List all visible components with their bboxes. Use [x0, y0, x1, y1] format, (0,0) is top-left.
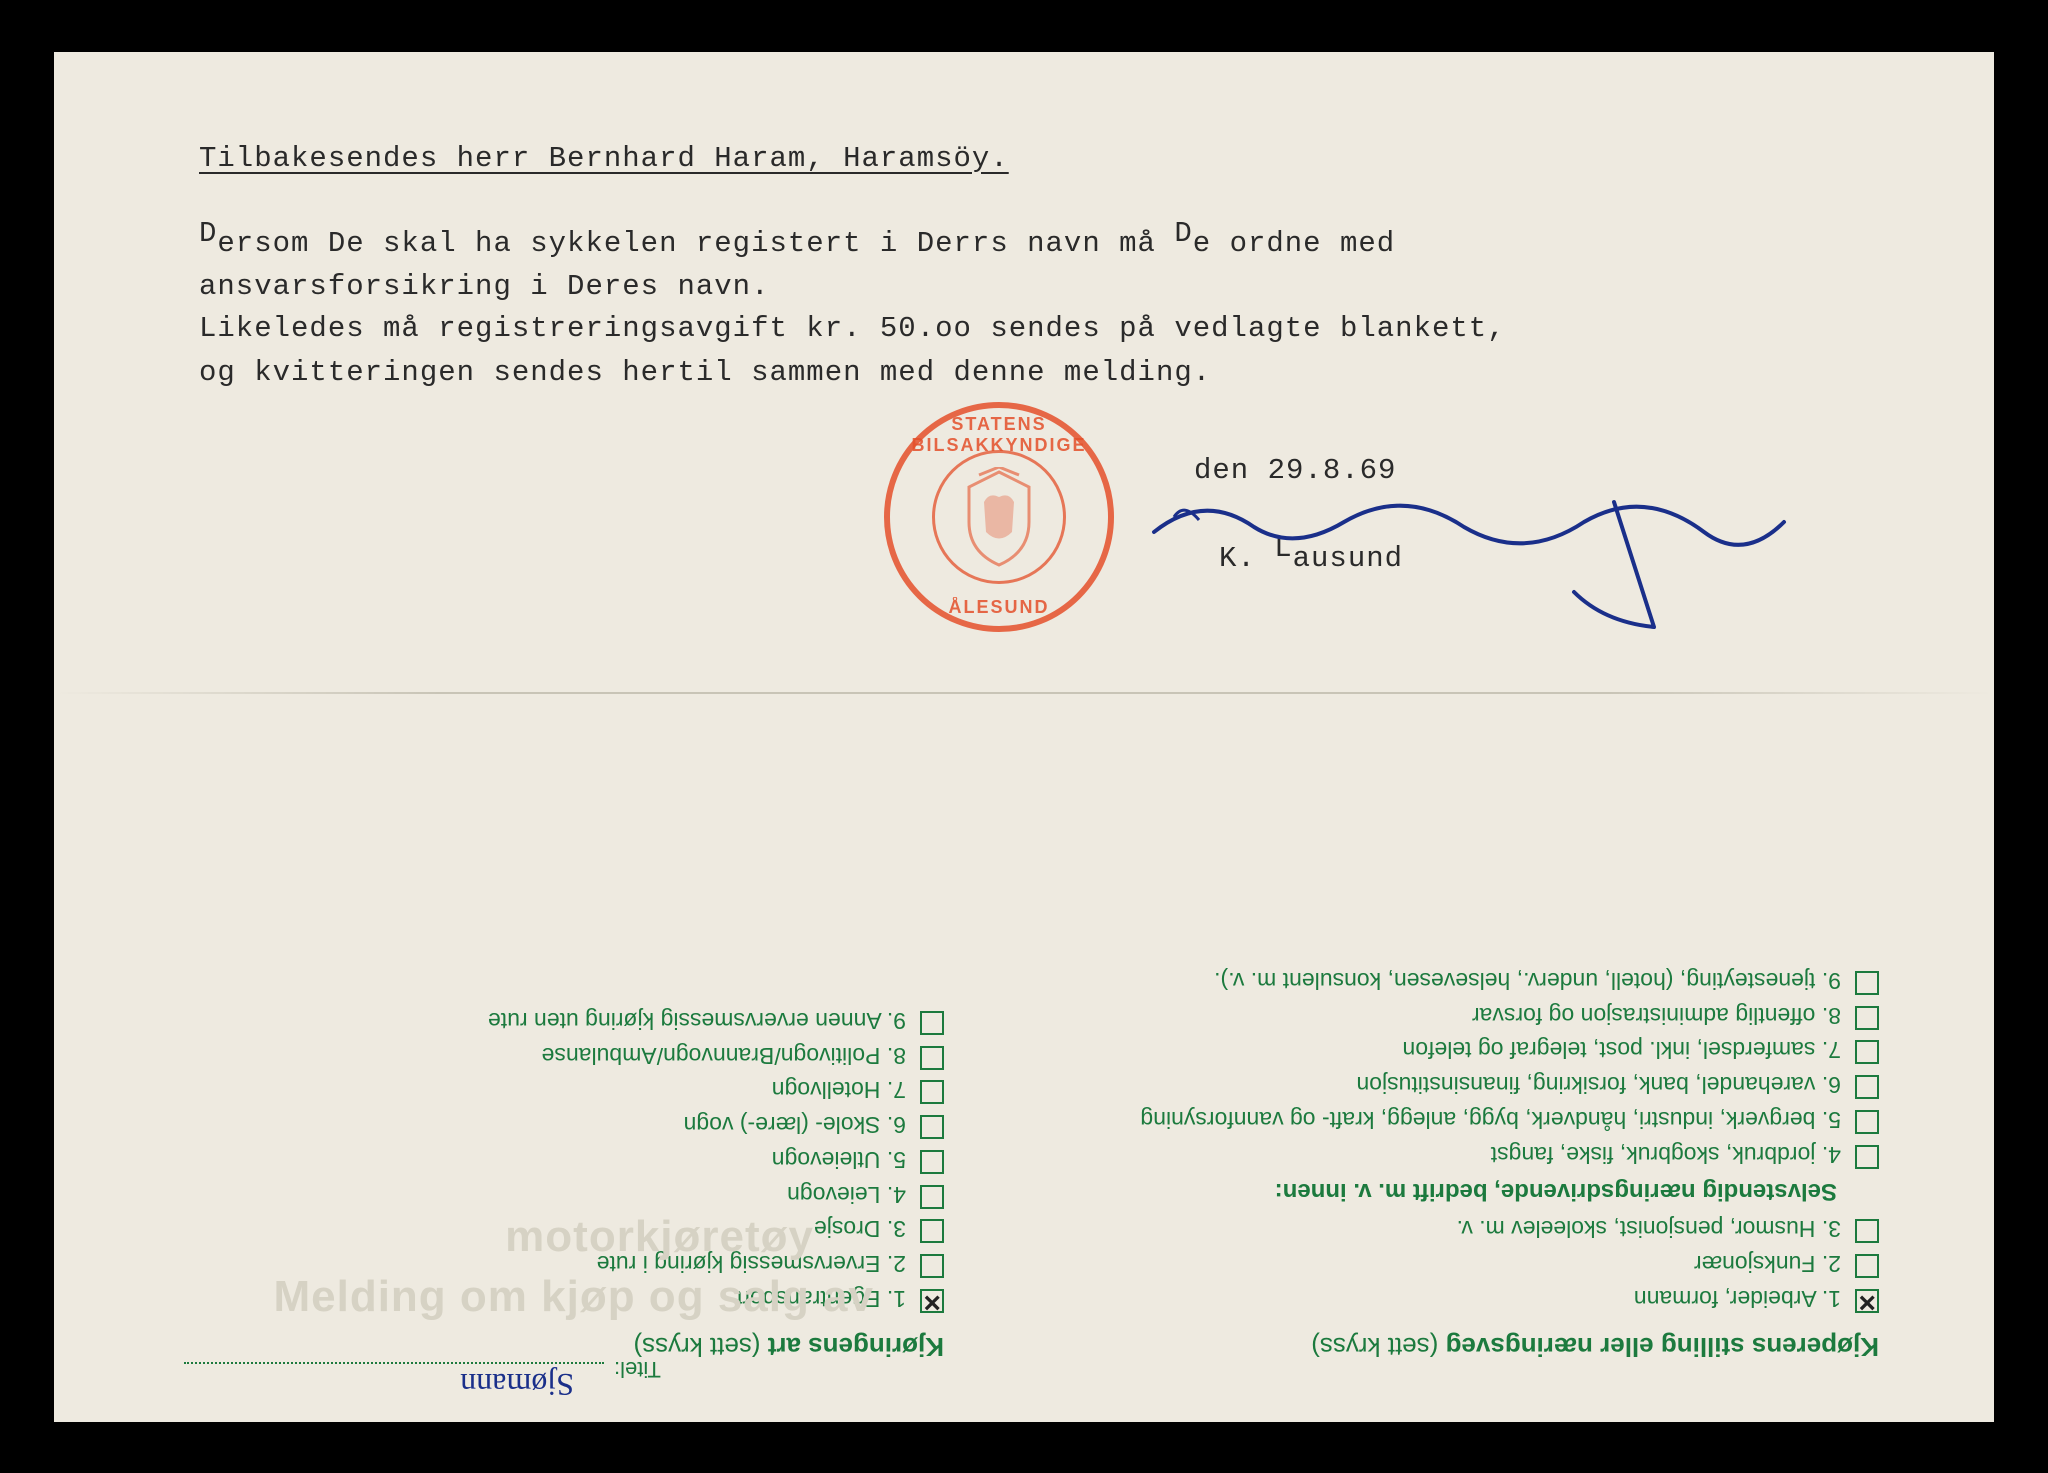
driving-label-9: 9. Annen ervervsmessig kjøring uten rute	[184, 1006, 906, 1035]
industry-label-1: 4. jordbruk, skogbruk, fiske, fangst	[1039, 1140, 1841, 1169]
industry-row-5: 8. offentlig administrasjon og forsvar	[1039, 1001, 1879, 1030]
industry-checkbox-6[interactable]	[1855, 971, 1879, 995]
driving-label-7: 7. Hotellvogn	[184, 1075, 906, 1104]
driving-label-2: 2. Ervervsmessig kjøring i rute	[184, 1249, 906, 1278]
title-value: Sjømann	[460, 1366, 574, 1403]
industry-checkbox-1[interactable]	[1855, 1144, 1879, 1168]
industry-label-4: 7. samferdsel, inkl. post, telegraf og t…	[1039, 1035, 1841, 1064]
driving-row-4: 4. Leievogn	[184, 1180, 944, 1209]
driving-row-7: 7. Hotellvogn	[184, 1075, 944, 1104]
driving-label-4: 4. Leievogn	[184, 1180, 906, 1209]
subheading: Selvstendig næringsdrivende, bedrift m. …	[1039, 1176, 1837, 1204]
driving-label-8: 8. Politivogn/Brannvogn/Ambulanse	[184, 1041, 906, 1070]
driving-label-1: 1. Egentransport	[184, 1284, 906, 1313]
driving-checkbox-5[interactable]	[920, 1150, 944, 1174]
scanned-document: Tilbakesendes herr Bernhard Haram, Haram…	[54, 52, 1994, 1422]
occupation-row-3: 3. Husmor, pensjonist, skoleelev m. v.	[1039, 1214, 1879, 1243]
driving-checkbox-8[interactable]	[920, 1045, 944, 1069]
driving-type-section: Kjøringens art (sett kryss) 1. Egentrans…	[184, 1000, 944, 1362]
driving-checkbox-9[interactable]	[920, 1011, 944, 1035]
driving-checkbox-1[interactable]	[920, 1289, 944, 1313]
industry-checkbox-2[interactable]	[1855, 1110, 1879, 1134]
form-reverse-side: Titel: Sjømann Kjøperens stilling eller …	[54, 692, 1994, 1422]
industry-label-2: 5. bergverk, industri, håndverk, bygg, a…	[1039, 1105, 1841, 1134]
occupation-label-2: 2. Funksjonær	[1039, 1249, 1841, 1278]
occupation-label-3: 3. Husmor, pensjonist, skoleelev m. v.	[1039, 1214, 1841, 1243]
driving-row-5: 5. Utleievogn	[184, 1145, 944, 1174]
occupation-label-1: 1. Arbeider, formann	[1039, 1284, 1841, 1313]
body-line-2: ansvarsforsikring i Deres navn.	[199, 270, 770, 303]
body-line-4: og kvitteringen sendes hertil sammen med…	[199, 356, 1211, 389]
body-line-3: Likeledes må registreringsavgift kr. 50.…	[199, 312, 1506, 345]
industry-label-5: 8. offentlig administrasjon og forsvar	[1039, 1001, 1841, 1030]
industry-checkbox-5[interactable]	[1855, 1005, 1879, 1029]
driving-row-9: 9. Annen ervervsmessig kjøring uten rute	[184, 1006, 944, 1035]
stamp-emblem-icon	[932, 450, 1066, 584]
industry-row-1: 4. jordbruk, skogbruk, fiske, fangst	[1039, 1140, 1879, 1169]
driving-row-2: 2. Ervervsmessig kjøring i rute	[184, 1249, 944, 1278]
industry-row-6: 9. tjenesteyting, (hotell, underv., hels…	[1039, 966, 1879, 995]
industry-row-2: 5. bergverk, industri, håndverk, bygg, a…	[1039, 1105, 1879, 1134]
industry-row-4: 7. samferdsel, inkl. post, telegraf og t…	[1039, 1035, 1879, 1064]
driving-checkbox-6[interactable]	[920, 1115, 944, 1139]
industry-label-3: 6. varehandel, bank, forsikring, finansi…	[1039, 1070, 1841, 1099]
return-to-header: Tilbakesendes herr Bernhard Haram, Haram…	[199, 142, 1009, 175]
buyer-occupation-section: Kjøperens stilling eller næringsveg (set…	[1039, 960, 1879, 1362]
signer-name: K. Lausund	[1219, 542, 1403, 575]
occupation-checkbox-1[interactable]	[1855, 1289, 1879, 1313]
driving-checkbox-3[interactable]	[920, 1219, 944, 1243]
driving-row-6: 6. Skole- (lære-) vogn	[184, 1110, 944, 1139]
driving-row-8: 8. Politivogn/Brannvogn/Ambulanse	[184, 1041, 944, 1070]
occupation-row-1: 1. Arbeider, formann	[1039, 1284, 1879, 1313]
body-line-1: Dersom De skal ha sykkelen registert i D…	[199, 227, 1395, 260]
stamp-text-bottom: ÅLESUND	[884, 597, 1114, 618]
date: den 29.8.69	[1194, 454, 1396, 487]
driving-checkbox-2[interactable]	[920, 1254, 944, 1278]
driving-checkbox-4[interactable]	[920, 1184, 944, 1208]
driving-checkbox-7[interactable]	[920, 1080, 944, 1104]
industry-row-3: 6. varehandel, bank, forsikring, finansi…	[1039, 1070, 1879, 1099]
industry-checkbox-3[interactable]	[1855, 1075, 1879, 1099]
official-stamp: STATENS BILSAKKYNDIGE ÅLESUND	[884, 402, 1114, 632]
right-heading: Kjøringens art (sett kryss)	[184, 1331, 944, 1362]
occupation-checkbox-2[interactable]	[1855, 1254, 1879, 1278]
occupation-row-2: 2. Funksjonær	[1039, 1249, 1879, 1278]
occupation-checkbox-3[interactable]	[1855, 1219, 1879, 1243]
driving-label-3: 3. Drosje	[184, 1214, 906, 1243]
left-heading: Kjøperens stilling eller næringsveg (set…	[1039, 1331, 1879, 1362]
driving-row-3: 3. Drosje	[184, 1214, 944, 1243]
industry-checkbox-4[interactable]	[1855, 1040, 1879, 1064]
driving-label-6: 6. Skole- (lære-) vogn	[184, 1110, 906, 1139]
driving-label-5: 5. Utleievogn	[184, 1145, 906, 1174]
driving-row-1: 1. Egentransport	[184, 1284, 944, 1313]
industry-label-6: 9. tjenesteyting, (hotell, underv., hels…	[1039, 966, 1841, 995]
